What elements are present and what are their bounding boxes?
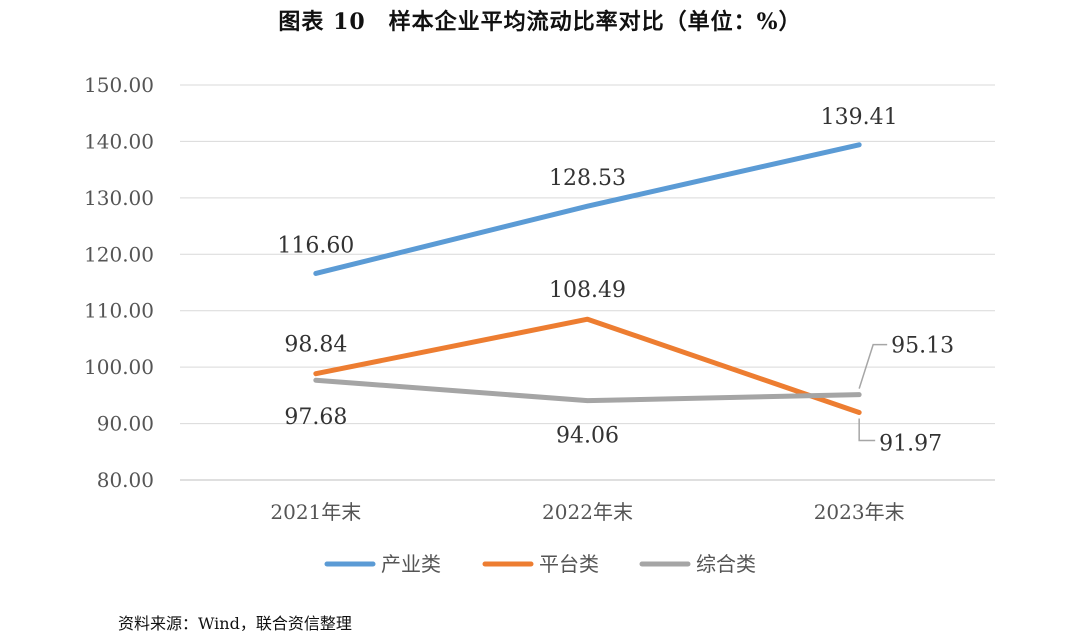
series-line (313, 377, 862, 404)
data-label: 139.41 (821, 105, 898, 130)
y-tick-label: 100.00 (84, 355, 154, 379)
y-tick-label: 140.00 (84, 129, 154, 153)
series-line (313, 316, 862, 415)
data-labels: 116.60 128.53 139.41 98.84 108.49 91.97 97.68 9… (277, 105, 954, 457)
data-label: 108.49 (549, 278, 626, 303)
x-tick-label: 2022年末 (542, 500, 633, 524)
x-axis-ticks: 2021年末 2022年末 2023年末 (270, 500, 904, 524)
y-tick-label: 80.00 (97, 468, 154, 492)
y-tick-label: 120.00 (84, 242, 154, 266)
legend-label: 综合类 (696, 552, 756, 576)
legend-label: 产业类 (381, 552, 441, 576)
data-label: 95.13 (891, 334, 954, 359)
leader-line (858, 343, 888, 389)
leader-line (858, 418, 876, 442)
data-label: 128.53 (549, 166, 626, 191)
label-leader-lines (858, 343, 888, 442)
x-tick-label: 2021年末 (270, 500, 361, 524)
data-label: 116.60 (277, 233, 354, 258)
legend-label: 平台类 (539, 552, 599, 576)
series-lines (313, 142, 862, 415)
series-line (313, 142, 862, 276)
data-label: 94.06 (556, 424, 619, 449)
x-tick-label: 2023年末 (814, 500, 905, 524)
y-tick-label: 90.00 (97, 412, 154, 436)
y-axis-ticks: 150.00 140.00 130.00 120.00 110.00 100.00 90.0… (84, 73, 154, 492)
source-note: 资料来源：Wind，联合资信整理 (118, 614, 352, 633)
data-label: 98.84 (284, 333, 347, 358)
chart-title: 图表 10 样本企业平均流动比率对比（单位：%） (278, 9, 802, 35)
y-tick-label: 130.00 (84, 186, 154, 210)
data-label: 97.68 (284, 405, 347, 430)
y-tick-label: 150.00 (84, 73, 154, 97)
data-label: 91.97 (879, 431, 942, 456)
legend: 产业类 平台类 综合类 (324, 552, 756, 576)
y-tick-label: 110.00 (84, 299, 154, 323)
